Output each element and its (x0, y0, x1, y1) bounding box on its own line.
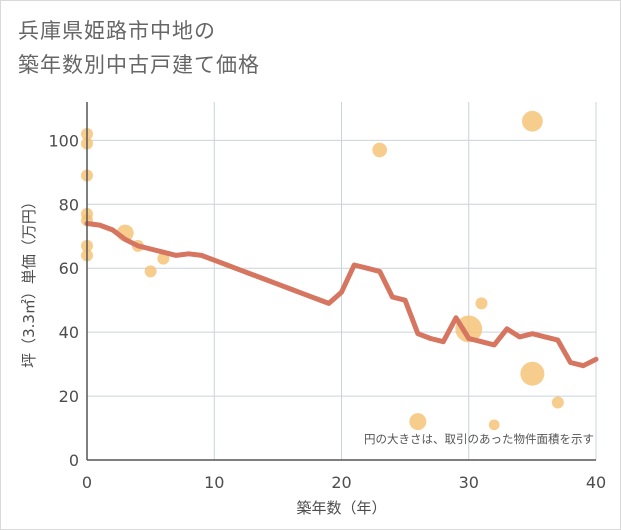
scatter-point (409, 413, 427, 431)
y-tick-label: 80 (59, 195, 79, 214)
size-note: 円の大きさは、取引のあった物件面積を示す (364, 432, 594, 446)
scatter-point (157, 252, 170, 265)
x-tick-label: 30 (459, 473, 479, 492)
title-line-2: 築年数別中古戸建て価格 (18, 53, 260, 77)
scatter-point (475, 297, 488, 310)
scatter-point (144, 265, 157, 278)
scatter-point (551, 396, 564, 409)
grid (87, 102, 597, 460)
y-tick-label: 40 (59, 323, 79, 342)
scatter-point (455, 315, 483, 343)
average-price-line (84, 221, 599, 369)
title-line-1: 兵庫県姫路市中地の (18, 19, 216, 43)
axes: 0 10 20 30 40 0 20 40 60 80 100 (48, 102, 606, 492)
scatter-point (488, 419, 500, 431)
x-tick-label: 10 (204, 473, 224, 492)
x-tick-label: 20 (331, 473, 351, 492)
chart-title: 兵庫県姫路市中地の 築年数別中古戸建て価格 (18, 14, 260, 82)
y-tick-label: 20 (59, 387, 79, 406)
average-line-layer (84, 221, 599, 369)
y-tick-label: 0 (69, 451, 79, 470)
scatter-points (81, 110, 564, 431)
x-tick-label: 0 (82, 473, 92, 492)
y-axis-label: 坪（3.3㎡）単価（万円） (20, 194, 38, 368)
y-tick-label: 60 (59, 259, 79, 278)
scatter-point (521, 110, 543, 132)
y-tick-label: 100 (48, 131, 79, 150)
scatter-point (372, 142, 388, 158)
x-axis-label: 築年数（年） (296, 499, 386, 517)
scatter-point (520, 361, 545, 386)
x-tick-label: 40 (586, 473, 606, 492)
